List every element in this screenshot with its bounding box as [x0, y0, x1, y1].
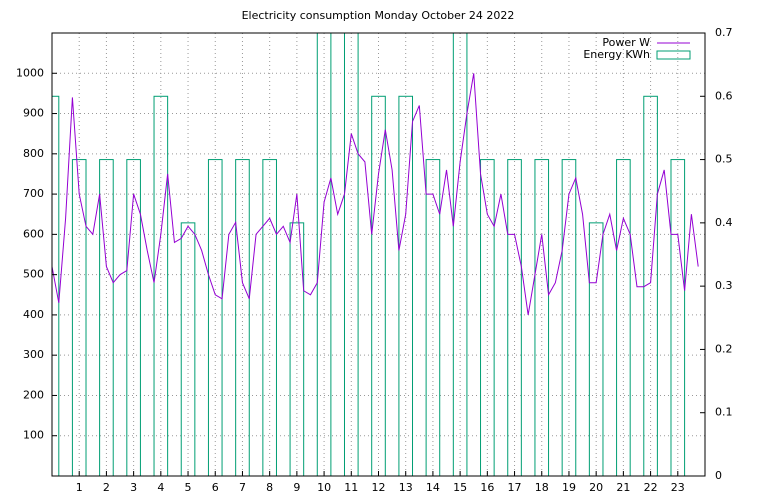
y2-tick-label: 0.1: [715, 406, 733, 419]
x-tick-label: 1: [76, 481, 83, 494]
y-tick-label: 700: [23, 187, 44, 200]
legend-label: Power W: [602, 36, 650, 49]
energy-box: [153, 95, 169, 476]
x-tick-label: 10: [317, 481, 331, 494]
y2-tick-label: 0.2: [715, 342, 733, 355]
x-tick-label: 4: [157, 481, 164, 494]
energy-box: [371, 95, 386, 476]
energy-box: [588, 222, 604, 476]
x-tick-label: 3: [130, 481, 137, 494]
y2-tick-label: 0.4: [715, 216, 733, 229]
x-tick-label: 2: [103, 481, 110, 494]
labels: 1 2 3 4 5 6 7 8 9 10 11 12 13 14 15 16 17 18 19 20 21 22 23100…: [16, 26, 733, 494]
x-tick-label: 20: [589, 481, 603, 494]
y2-tick-label: 0.3: [715, 279, 733, 292]
x-tick-label: 12: [372, 481, 386, 494]
y-tick-label: 600: [23, 227, 44, 240]
x-tick-label: 19: [562, 481, 576, 494]
x-tick-label: 7: [239, 481, 246, 494]
y-tick-label: 100: [23, 429, 44, 442]
energy-box: [289, 222, 305, 476]
x-tick-label: 9: [293, 481, 300, 494]
x-tick-label: 8: [266, 481, 273, 494]
x-tick-label: 11: [344, 481, 358, 494]
x-tick-label: 22: [644, 481, 658, 494]
y-tick-label: 200: [23, 388, 44, 401]
y-tick-label: 1000: [16, 66, 44, 79]
x-tick-label: 17: [508, 481, 522, 494]
legend-label: Energy KWh: [583, 48, 650, 61]
power-line: [52, 73, 699, 315]
y-tick-label: 800: [23, 147, 44, 160]
x-tick-label: 15: [453, 481, 467, 494]
energy-box: [180, 222, 196, 476]
x-tick-label: 18: [535, 481, 549, 494]
y-tick-label: 300: [23, 348, 44, 361]
y-tick-label: 400: [23, 308, 44, 321]
y2-tick-label: 0.6: [715, 89, 733, 102]
x-tick-label: 21: [616, 481, 630, 494]
x-tick-label: 13: [399, 481, 413, 494]
y-tick-label: 500: [23, 268, 44, 281]
x-tick-label: 14: [426, 481, 440, 494]
x-tick-label: 5: [185, 481, 192, 494]
y-tick-label: 900: [23, 107, 44, 120]
legend-swatch: [656, 50, 691, 60]
y2-tick-label: 0.5: [715, 153, 733, 166]
x-tick-label: 23: [671, 481, 685, 494]
x-tick-label: 16: [480, 481, 494, 494]
chart-title: Electricity consumption Monday October 2…: [242, 9, 515, 22]
y2-tick-label: 0.7: [715, 26, 733, 39]
energy-box: [398, 95, 414, 476]
y2-tick-label: 0: [715, 469, 722, 482]
x-tick-label: 6: [212, 481, 219, 494]
